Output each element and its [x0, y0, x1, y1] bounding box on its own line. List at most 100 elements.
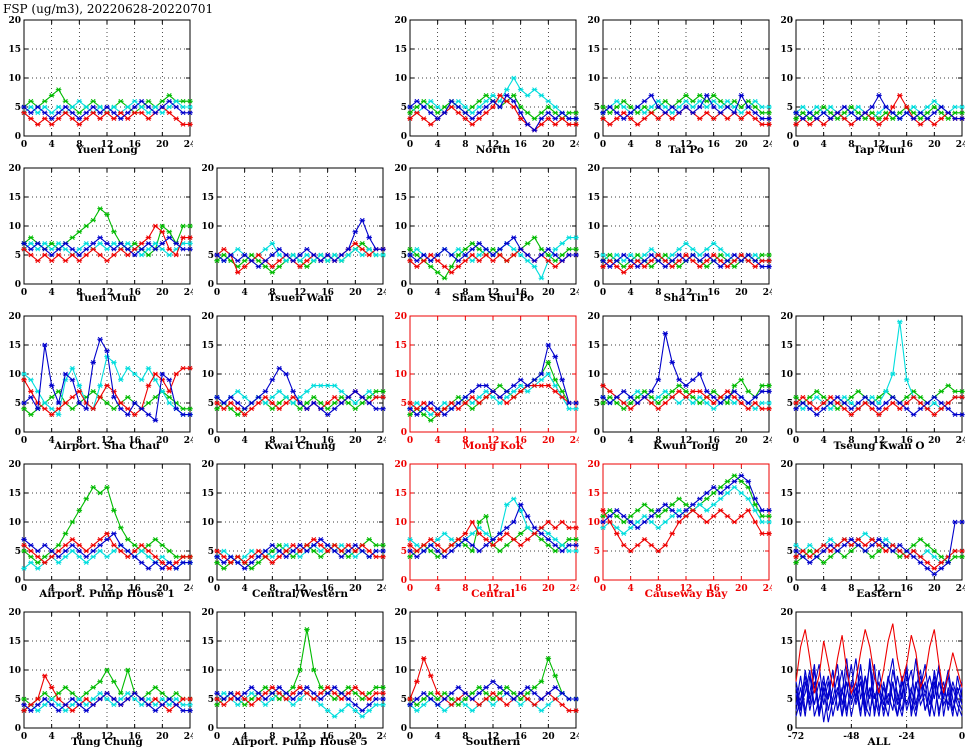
- y-tick-label: 10: [394, 666, 407, 676]
- x-tick-label: 12: [101, 584, 114, 594]
- chart-causeway-bay: 0 5 10 15 20 0 4 8 12 16 20 24 Causeway Bay: [579, 452, 772, 600]
- x-tick-label: 16: [514, 436, 527, 446]
- y-tick-label: 10: [201, 370, 214, 380]
- plot-tung-chung: 0 5 10 15 20 0 4 8 12 16 20 24 Tung Chung: [8, 608, 193, 748]
- series-blue-markers-3: [793, 394, 965, 417]
- chart-central: 0 5 10 15 20 0 4 8 12 16 20 24 Central: [386, 452, 579, 600]
- chart-title-yuen-long: Yuen Long: [75, 144, 138, 156]
- plot-airport-pump-house-1: 0 5 10 15 20 0 4 8 12 16 20 24 Airport. Pump House 1: [8, 460, 193, 600]
- x-tick-label: 24: [570, 584, 579, 594]
- chart-title-causeway-bay: Causeway Bay: [645, 588, 729, 600]
- x-tick-label: 12: [680, 584, 693, 594]
- series-green-line-0: [602, 474, 769, 523]
- chart-kwun-tong: 0 5 10 15 20 0 4 8 12 16 20 24 Kwun Tong: [579, 304, 772, 452]
- y-tick-label: 0: [401, 132, 407, 142]
- plot-sha-tin: 0 5 10 15 20 0 4 8 12 16 20 24 Sha Tin: [587, 164, 772, 304]
- y-tick-label: 20: [8, 164, 21, 174]
- x-tick-label: 16: [707, 288, 720, 298]
- series-red-markers-2: [214, 685, 386, 708]
- x-tick-label: 8: [462, 288, 468, 298]
- series-blue-markers-3: [407, 502, 579, 560]
- plot-yuen-long: 0 5 10 15 20 0 4 8 12 16 20 24 Yuen Long: [8, 16, 193, 156]
- x-tick-label: 12: [487, 436, 500, 446]
- y-tick-label: 5: [594, 251, 600, 261]
- y-tick-label: 0: [208, 428, 214, 438]
- chart-title-all: ALL: [867, 736, 892, 748]
- y-tick-label: 20: [587, 16, 600, 26]
- y-tick-label: 5: [15, 695, 21, 705]
- y-tick-label: 15: [394, 193, 407, 203]
- chart-title-sham-shui-po: Sham Shui Po: [452, 292, 534, 304]
- y-tick-label: 5: [787, 547, 793, 557]
- series-blue-markers-3: [21, 690, 193, 713]
- x-tick-label: 16: [707, 140, 720, 150]
- y-tick-label: 10: [201, 518, 214, 528]
- y-tick-label: 15: [201, 341, 214, 351]
- x-tick-label: 8: [269, 732, 275, 742]
- y-tick-label: 0: [15, 576, 21, 586]
- x-tick-label: 12: [101, 140, 114, 150]
- series-red-markers-2: [600, 508, 772, 554]
- y-tick-label: 0: [787, 576, 793, 586]
- x-tick-label: 24: [763, 140, 772, 150]
- x-tick-label: 12: [487, 288, 500, 298]
- x-tick-label: 20: [542, 288, 555, 298]
- y-tick-label: 0: [15, 132, 21, 142]
- y-tick-label: 5: [208, 251, 214, 261]
- x-tick-label: 16: [128, 584, 141, 594]
- y-tick-label: 5: [208, 399, 214, 409]
- x-tick-label: 16: [321, 584, 334, 594]
- y-tick-label: 10: [780, 666, 793, 676]
- y-tick-label: 5: [15, 103, 21, 113]
- y-tick-label: 20: [394, 16, 407, 26]
- y-tick-label: 15: [587, 489, 600, 499]
- y-tick-label: 15: [780, 489, 793, 499]
- y-tick-label: 10: [8, 666, 21, 676]
- x-tick-label: 4: [435, 732, 441, 742]
- x-tick-label: 16: [321, 436, 334, 446]
- y-tick-label: 10: [394, 222, 407, 232]
- page-title: FSP (ug/m3), 20220628-20220701: [3, 2, 214, 16]
- y-tick-label: 15: [201, 193, 214, 203]
- chart-title-tsuen-wan: Tsuen Wan: [268, 292, 332, 304]
- plot-north: 0 5 10 15 20 0 4 8 12 16 20 24 North: [394, 16, 579, 156]
- x-tick-label: 12: [680, 288, 693, 298]
- x-tick-label: 20: [156, 732, 169, 742]
- x-tick-label: 4: [628, 584, 634, 594]
- x-tick-label: 12: [680, 140, 693, 150]
- x-tick-label: 4: [435, 436, 441, 446]
- series-blue-markers-3: [214, 537, 386, 571]
- series-red-markers-2: [21, 365, 193, 417]
- series-cyan-markers-1: [214, 383, 386, 406]
- x-tick-label: 8: [655, 436, 661, 446]
- chart-tai-po: 0 5 10 15 20 0 4 8 12 16 20 24 Tai Po: [579, 8, 772, 156]
- x-tick-label: 24: [184, 732, 193, 742]
- series-blue-line-3: [795, 658, 963, 717]
- x-tick-label: 12: [101, 288, 114, 298]
- chart-title-airport-pump-house-5: Airport. Pump House 5: [231, 736, 367, 748]
- chart-title-airport-sha-chau: Airport. Sha Chau: [53, 440, 160, 452]
- chart-title-kwai-chung: Kwai Chung: [264, 440, 336, 452]
- x-tick-label: 20: [928, 436, 941, 446]
- x-tick-label: 8: [76, 732, 82, 742]
- chart-title-tai-po: Tai Po: [668, 144, 704, 156]
- y-tick-label: 0: [15, 428, 21, 438]
- y-tick-label: 20: [587, 460, 600, 470]
- x-tick-label: 20: [735, 584, 748, 594]
- plot-kwun-tong: 0 5 10 15 20 0 4 8 12 16 20 24 Kwun Tong: [587, 312, 772, 452]
- x-tick-label: 20: [156, 140, 169, 150]
- series-red-markers-2: [407, 519, 579, 554]
- y-tick-label: 15: [394, 489, 407, 499]
- x-tick-label: 24: [184, 140, 193, 150]
- x-tick-label: 8: [462, 732, 468, 742]
- x-tick-label: 20: [542, 732, 555, 742]
- x-tick-label: 24: [956, 584, 965, 594]
- plot-eastern: 0 5 10 15 20 0 4 8 12 16 20 24 Eastern: [780, 460, 965, 600]
- series-blue-markers-3: [600, 473, 772, 531]
- series-red-markers-2: [600, 252, 772, 275]
- chart-title-north: North: [476, 144, 511, 156]
- y-tick-label: 15: [780, 341, 793, 351]
- x-tick-label: 4: [628, 436, 634, 446]
- chart-title-eastern: Eastern: [856, 588, 902, 600]
- x-tick-label: -24: [899, 732, 915, 742]
